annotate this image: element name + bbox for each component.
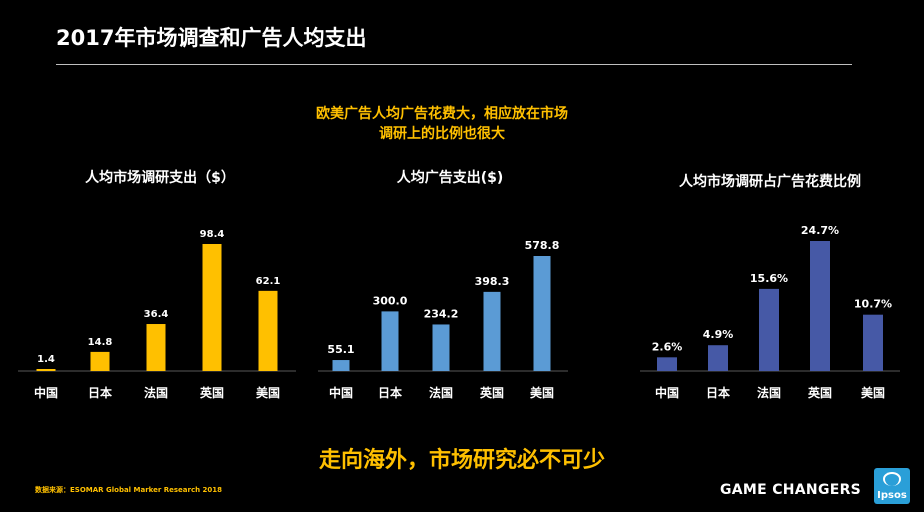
chart-3-value-label: 4.9%	[703, 328, 734, 341]
headline-line-1: 欧美广告人均广告花费大，相应放在市场	[316, 106, 568, 122]
chart-3-bar	[759, 288, 779, 371]
chart-1-value-label: 36.4	[144, 309, 169, 320]
chart-1-bar	[36, 369, 56, 371]
chart-3-value-label: 15.6%	[750, 272, 788, 285]
chart-2-category-label: 法国	[429, 385, 453, 400]
chart-1-category-label: 法国	[144, 385, 168, 400]
chart-1-category-label: 日本	[88, 385, 112, 400]
page-title: 2017年市场调查和广告人均支出	[56, 26, 367, 50]
chart-1-value-label: 14.8	[88, 337, 113, 348]
chart-3-bar	[810, 241, 830, 371]
chart-1-value-label: 98.4	[200, 229, 225, 240]
chart-2-category-label: 中国	[329, 385, 353, 400]
chart-2-value-label: 300.0	[373, 294, 408, 307]
chart-2-value-label: 234.2	[424, 307, 459, 320]
headline-line-2: 调研上的比例也很大	[379, 126, 505, 142]
chart-1-bar	[90, 351, 110, 371]
chart-3-category-label: 法国	[757, 385, 781, 400]
logo-text: Ipsos	[877, 490, 907, 501]
chart-2-value-label: 55.1	[327, 343, 354, 356]
chart-3-category-label: 英国	[808, 385, 832, 400]
chart-3-bar	[657, 357, 677, 371]
chart-2-title: 人均广告支出($)	[396, 170, 504, 186]
chart-2-bar	[332, 360, 350, 371]
chart-2-bar	[381, 311, 399, 371]
chart-1-title: 人均市场调研支出（$）	[85, 170, 235, 186]
source-label: 数据来源：	[35, 486, 70, 494]
chart-2-bar	[432, 324, 450, 371]
chart-3-category-label: 中国	[655, 385, 679, 400]
chart-1-bar	[146, 324, 166, 371]
chart-3-value-label: 2.6%	[652, 340, 683, 353]
chart-2-category-label: 美国	[530, 385, 554, 400]
chart-3-value-label: 10.7%	[854, 298, 892, 311]
chart-1-category-label: 美国	[256, 385, 280, 400]
chart-1-category-label: 中国	[34, 385, 58, 400]
brand-slogan: GAME CHANGERS	[720, 482, 862, 498]
chart-3-bar	[708, 345, 728, 371]
title-divider	[56, 64, 852, 65]
chart-3-bar	[863, 314, 883, 371]
tagline: 走向海外，市场研究必不可少	[318, 448, 605, 473]
ipsos-logo: Ipsos	[874, 468, 910, 504]
chart-2-bar	[533, 256, 551, 371]
chart-2-category-label: 日本	[378, 385, 402, 400]
source-text: ESOMAR Global Marker Research 2018	[70, 486, 223, 494]
chart-1-category-label: 英国	[200, 385, 224, 400]
chart-3-category-label: 日本	[706, 385, 730, 400]
chart-2-bar	[483, 291, 501, 371]
chart-1-value-label: 62.1	[256, 276, 281, 287]
data-source: 数据来源：ESOMAR Global Marker Research 2018	[35, 485, 222, 495]
chart-2-value-label: 398.3	[475, 275, 510, 288]
chart-3-title: 人均市场调研占广告花费比例	[679, 174, 861, 190]
chart-3-value-label: 24.7%	[801, 224, 839, 237]
logo-arc-icon	[883, 472, 901, 486]
headline-callout: 欧美广告人均广告花费大，相应放在市场 调研上的比例也很大	[262, 104, 622, 144]
chart-1-bar	[202, 244, 222, 371]
chart-3-category-label: 美国	[861, 385, 885, 400]
chart-2-category-label: 英国	[480, 385, 504, 400]
chart-1-bar	[258, 290, 278, 371]
chart-2-value-label: 578.8	[525, 239, 560, 252]
chart-1-value-label: 1.4	[37, 354, 55, 365]
